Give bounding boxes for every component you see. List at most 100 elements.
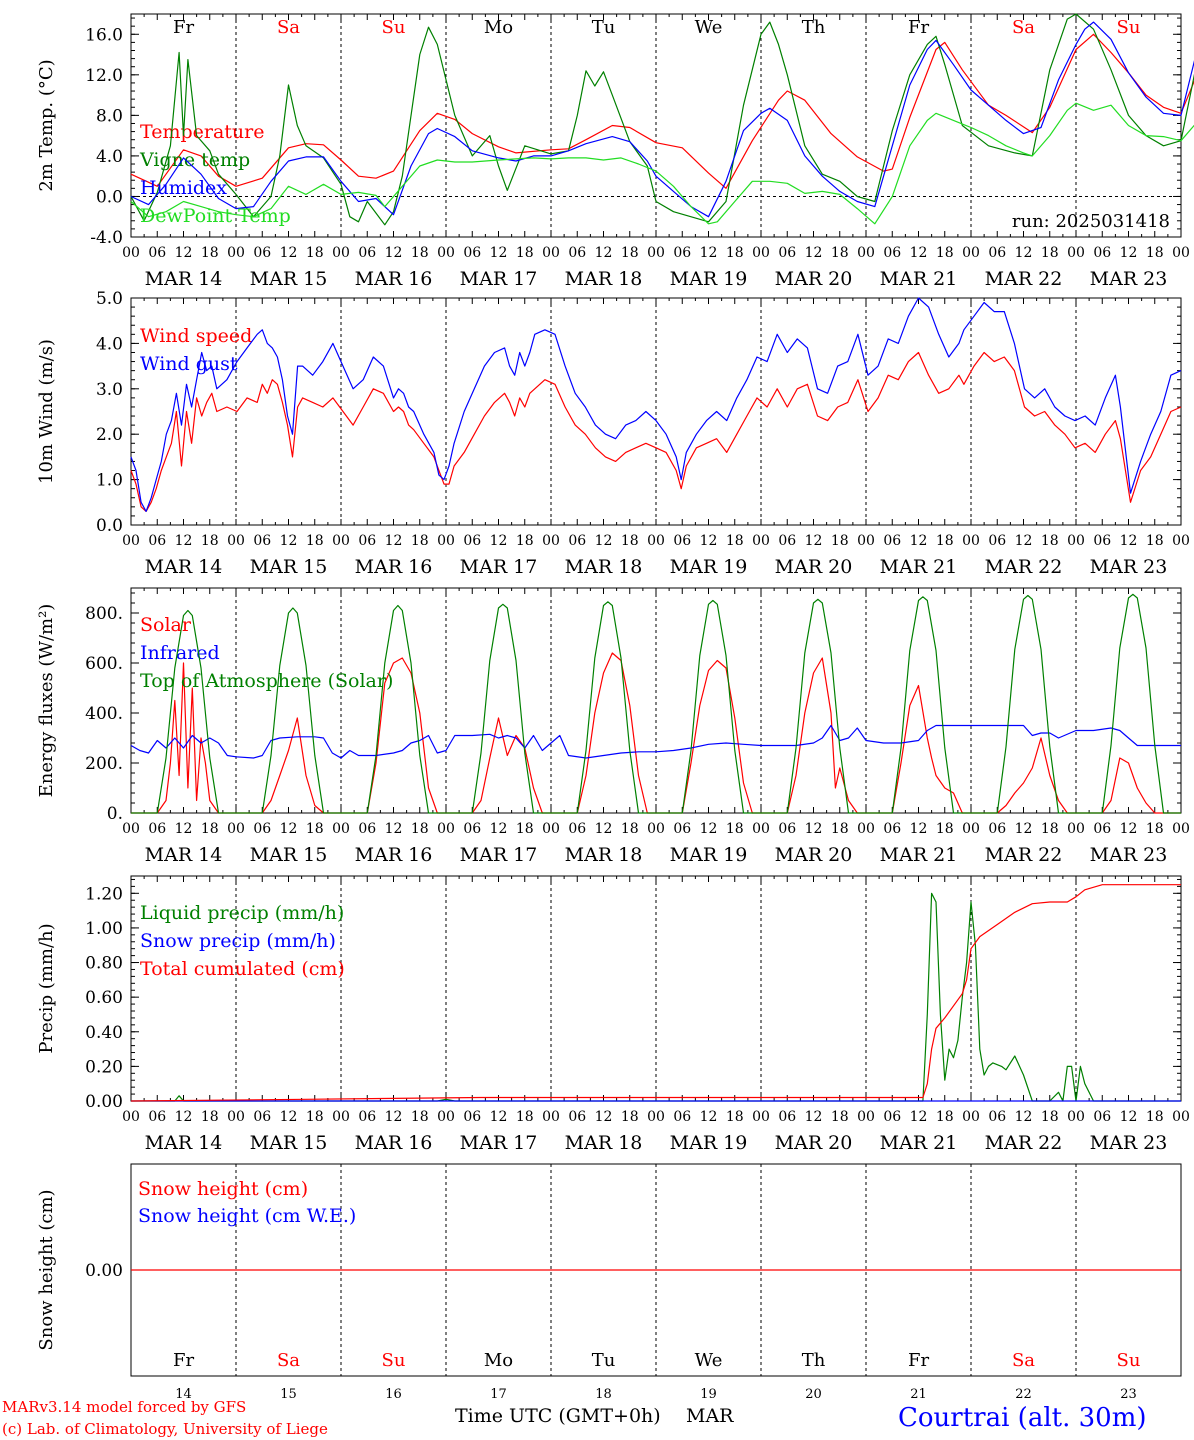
hour-label: 06 bbox=[778, 245, 796, 261]
series-line-humidex bbox=[130, 21, 1194, 218]
hour-label: 00 bbox=[962, 245, 980, 261]
hour-label: 18 bbox=[936, 821, 954, 837]
hour-label: 06 bbox=[988, 533, 1006, 549]
hour-label: 00 bbox=[647, 1109, 665, 1125]
date-label: MAR 19 bbox=[670, 268, 748, 290]
hour-label: 18 bbox=[201, 245, 219, 261]
date-label: MAR 14 bbox=[145, 556, 223, 578]
legend-entry: Humidex bbox=[140, 177, 227, 199]
date-label: MAR 19 bbox=[670, 1132, 748, 1154]
hour-label: 12 bbox=[910, 533, 928, 549]
hour-label: 18 bbox=[936, 533, 954, 549]
date-label: MAR 14 bbox=[145, 1132, 223, 1154]
hour-label: 06 bbox=[463, 533, 481, 549]
month-label: MAR bbox=[686, 1405, 734, 1427]
hour-label: 06 bbox=[568, 821, 586, 837]
weekday-label: Su bbox=[1117, 1350, 1141, 1371]
hour-label: 12 bbox=[280, 821, 298, 837]
hour-label: 12 bbox=[175, 245, 193, 261]
legend-entry: Infrared bbox=[140, 642, 220, 664]
plot-frame bbox=[130, 587, 1182, 814]
hour-label: 12 bbox=[385, 821, 403, 837]
weekday-label: Fr bbox=[908, 17, 929, 38]
y-tick-label: 0.40 bbox=[85, 1023, 123, 1043]
date-label: MAR 23 bbox=[1090, 1132, 1168, 1154]
hour-label: 12 bbox=[700, 533, 718, 549]
hour-label: 06 bbox=[988, 821, 1006, 837]
date-label: MAR 22 bbox=[985, 844, 1063, 866]
hour-label: 12 bbox=[175, 533, 193, 549]
weekday-label: Su bbox=[382, 1350, 406, 1371]
y-tick-label: 0.80 bbox=[85, 954, 123, 974]
hour-label: 18 bbox=[306, 1109, 324, 1125]
hour-label: 18 bbox=[831, 245, 849, 261]
panel-1: -4.0 0.0 4.0 8.0 12.0 16.0 2m Temp. (°C) Temper… bbox=[36, 13, 1194, 290]
y-axis-title: 2m Temp. (°C) bbox=[36, 59, 57, 191]
weekday-label: Th bbox=[802, 17, 826, 38]
hour-label: 12 bbox=[490, 1109, 508, 1125]
hour-label: 06 bbox=[673, 1109, 691, 1125]
hour-label: 06 bbox=[358, 533, 376, 549]
hour-label: 18 bbox=[1146, 821, 1164, 837]
hour-label: 06 bbox=[778, 821, 796, 837]
hour-label: 00 bbox=[122, 245, 140, 261]
hour-label: 00 bbox=[962, 821, 980, 837]
day-number-label: 15 bbox=[280, 1387, 297, 1402]
hour-label: 00 bbox=[542, 1109, 560, 1125]
y-tick-label: 0.20 bbox=[85, 1057, 123, 1077]
hour-label: 00 bbox=[1172, 821, 1190, 837]
weekday-label: Fr bbox=[908, 1350, 929, 1371]
hour-label: 06 bbox=[358, 245, 376, 261]
panel-4: 0.00 0.20 0.40 0.60 0.80 1.00 1.20 Precip (mm/h… bbox=[36, 875, 1190, 1154]
legend-entry: Total cumulated (cm) bbox=[140, 958, 345, 980]
legend-entry: Snow height (cm W.E.) bbox=[138, 1205, 356, 1227]
legend-entry: Liquid precip (mm/h) bbox=[140, 902, 344, 924]
hour-label: 12 bbox=[1120, 821, 1138, 837]
date-label: MAR 20 bbox=[775, 844, 853, 866]
hour-label: 12 bbox=[1015, 1109, 1033, 1125]
series-line-total-cumulated-cm bbox=[130, 884, 1181, 1102]
y-axis-title: Precip (mm/h) bbox=[36, 923, 57, 1053]
hour-label: 18 bbox=[1041, 533, 1059, 549]
hour-label: 06 bbox=[253, 821, 271, 837]
hour-label: 06 bbox=[778, 1109, 796, 1125]
y-tick-label: 0.0 bbox=[96, 516, 123, 536]
date-label: MAR 17 bbox=[460, 1132, 538, 1154]
station-label: Courtrai (alt. 30m) bbox=[898, 1403, 1147, 1433]
hour-label: 06 bbox=[253, 1109, 271, 1125]
hour-label: 12 bbox=[805, 533, 823, 549]
hour-label: 06 bbox=[463, 821, 481, 837]
day-number-label: 20 bbox=[805, 1387, 822, 1402]
hour-label: 12 bbox=[700, 821, 718, 837]
date-label: MAR 20 bbox=[775, 1132, 853, 1154]
hour-label: 18 bbox=[1041, 245, 1059, 261]
hour-label: 18 bbox=[306, 821, 324, 837]
hour-label: 00 bbox=[752, 1109, 770, 1125]
hour-label: 00 bbox=[437, 533, 455, 549]
series-line-wind-speed bbox=[130, 351, 1182, 512]
hour-label: 00 bbox=[227, 821, 245, 837]
y-tick-label: 1.20 bbox=[85, 884, 123, 904]
hour-label: 00 bbox=[647, 821, 665, 837]
legend-entry: Wind speed bbox=[140, 325, 252, 347]
panel-2: 0.0 1.0 2.0 3.0 4.0 5.0 10m Wind (m/s) Wind spe… bbox=[36, 289, 1190, 578]
y-tick-label: 0.00 bbox=[85, 1092, 123, 1112]
weekday-label: Sa bbox=[1012, 17, 1035, 38]
hour-label: 06 bbox=[673, 533, 691, 549]
hour-label: 18 bbox=[1146, 1109, 1164, 1125]
y-tick-label: 4.0 bbox=[96, 334, 123, 354]
hour-label: 00 bbox=[122, 821, 140, 837]
y-tick-label: 16.0 bbox=[85, 25, 123, 45]
y-tick-label: -4.0 bbox=[90, 228, 123, 248]
hour-label: 00 bbox=[227, 533, 245, 549]
hour-label: 18 bbox=[936, 1109, 954, 1125]
hour-label: 18 bbox=[621, 1109, 639, 1125]
hour-label: 00 bbox=[647, 533, 665, 549]
hour-label: 12 bbox=[1015, 533, 1033, 549]
hour-label: 06 bbox=[883, 533, 901, 549]
hour-label: 06 bbox=[1093, 245, 1111, 261]
y-tick-label: 0.60 bbox=[85, 988, 123, 1008]
hour-label: 00 bbox=[437, 821, 455, 837]
date-label: MAR 14 bbox=[145, 268, 223, 290]
hour-label: 18 bbox=[411, 533, 429, 549]
